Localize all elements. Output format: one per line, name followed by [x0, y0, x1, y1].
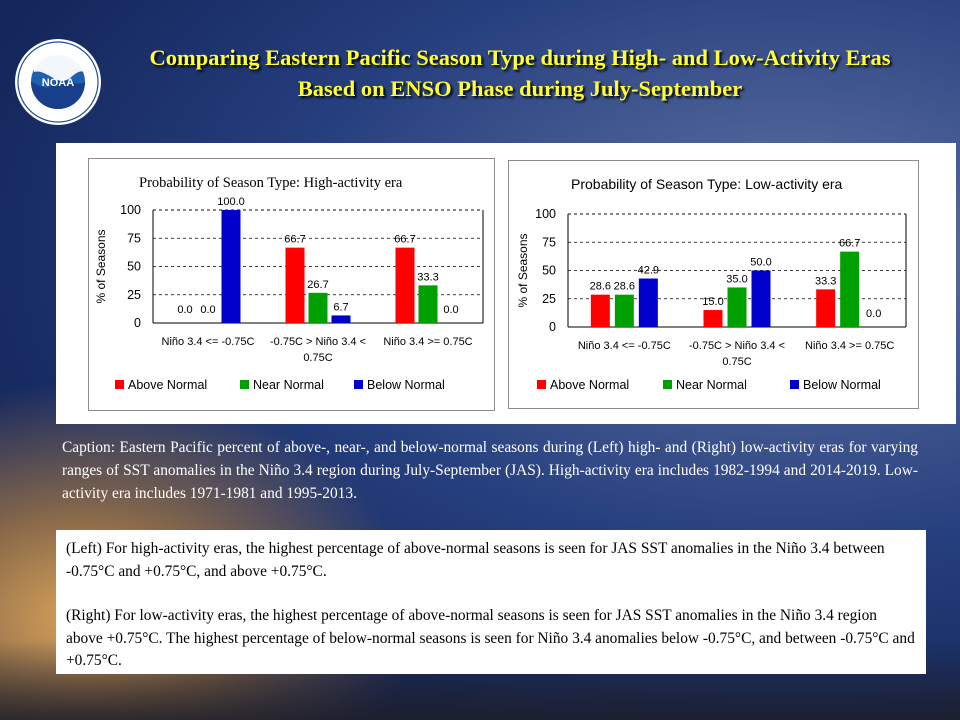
y-axis-label: % of Seasons: [516, 233, 530, 307]
legend-entry: Near Normal: [676, 378, 747, 392]
bar: [638, 278, 658, 327]
data-label: 15.0: [702, 296, 723, 308]
y-tick-label: 25: [127, 288, 141, 302]
legend-swatch: [354, 380, 363, 389]
data-label: 6.7: [333, 301, 348, 313]
y-tick-label: 100: [120, 203, 141, 217]
legend-swatch: [240, 380, 249, 389]
page-title: Comparing Eastern Pacific Season Type du…: [149, 45, 891, 101]
bar: [751, 270, 771, 327]
x-tick-label: -0.75C > Niño 3.4 <: [270, 336, 366, 348]
data-label: 0.0: [177, 304, 192, 316]
data-label: 26.7: [307, 279, 328, 291]
bar: [703, 310, 723, 327]
data-label: 0.0: [866, 308, 881, 320]
noaa-logo: NOAA: [15, 39, 101, 125]
bar: [840, 251, 860, 327]
chart-title: Probability of Season Type: Low-activity…: [571, 176, 843, 192]
legend-swatch: [663, 380, 672, 389]
y-tick-label: 50: [127, 260, 141, 274]
logo-text: NOAA: [42, 77, 74, 89]
data-label: 28.6: [590, 281, 611, 293]
data-label: 100.0: [217, 196, 245, 208]
bar: [418, 285, 438, 323]
bar: [816, 289, 836, 327]
x-tick-label: -0.75C > Niño 3.4 <: [689, 340, 785, 352]
x-tick-label: 0.75C: [722, 356, 751, 368]
bar: [590, 294, 610, 327]
data-label: 66.7: [839, 238, 860, 250]
legend-swatch: [115, 380, 124, 389]
data-label: 66.7: [284, 234, 305, 246]
chart-panel: Probability of Season Type: High-activit…: [56, 143, 956, 424]
data-label: 35.0: [726, 273, 747, 285]
y-axis-label: % of Seasons: [94, 229, 108, 303]
y-tick-label: 0: [134, 316, 141, 330]
legend-entry: Below Normal: [367, 378, 445, 392]
data-label: 66.7: [394, 234, 415, 246]
legend-entry: Above Normal: [550, 378, 629, 392]
y-tick-label: 75: [127, 231, 141, 245]
note-right: (Right) For low-activity eras, the highe…: [66, 607, 915, 669]
x-tick-label: Niño 3.4 <= -0.75C: [578, 340, 671, 352]
y-tick-label: 0: [549, 320, 556, 334]
bar: [395, 247, 415, 323]
legend-entry: Below Normal: [803, 378, 881, 392]
chart-high-activity: Probability of Season Type: High-activit…: [88, 158, 495, 411]
bar: [308, 292, 328, 323]
data-label: 0.0: [443, 304, 458, 316]
x-tick-label: Niño 3.4 <= -0.75C: [162, 336, 255, 348]
legend-swatch: [790, 380, 799, 389]
y-tick-label: 75: [542, 235, 556, 249]
bar: [727, 287, 747, 327]
figure-caption: Caption: Eastern Pacific percent of abov…: [62, 439, 918, 502]
chart-title: Probability of Season Type: High-activit…: [139, 175, 403, 191]
data-label: 33.3: [417, 271, 438, 283]
bar: [614, 294, 634, 327]
data-label: 0.0: [200, 304, 215, 316]
legend-entry: Above Normal: [128, 378, 207, 392]
bar: [221, 210, 241, 323]
data-label: 50.0: [750, 257, 771, 269]
x-tick-label: Niño 3.4 >= 0.75C: [805, 340, 894, 352]
data-label: 33.3: [815, 275, 836, 287]
x-tick-label: Niño 3.4 >= 0.75C: [383, 336, 472, 348]
y-tick-label: 50: [542, 264, 556, 278]
bar: [331, 315, 351, 323]
legend-swatch: [537, 380, 546, 389]
data-label: 28.6: [614, 281, 635, 293]
data-label: 42.9: [638, 265, 659, 277]
legend-entry: Near Normal: [253, 378, 324, 392]
note-left: (Left) For high-activity eras, the highe…: [66, 540, 885, 580]
x-tick-label: 0.75C: [303, 352, 332, 364]
notes-box: (Left) For high-activity eras, the highe…: [56, 530, 926, 674]
chart-low-activity: Probability of Season Type: Low-activity…: [508, 160, 919, 409]
y-tick-label: 25: [542, 292, 556, 306]
bar: [285, 247, 305, 323]
y-tick-label: 100: [535, 207, 556, 221]
